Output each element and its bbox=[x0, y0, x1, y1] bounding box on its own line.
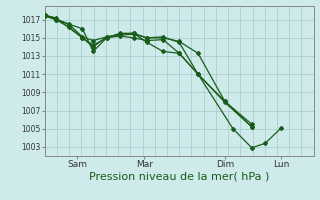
X-axis label: Pression niveau de la mer( hPa ): Pression niveau de la mer( hPa ) bbox=[89, 172, 269, 182]
